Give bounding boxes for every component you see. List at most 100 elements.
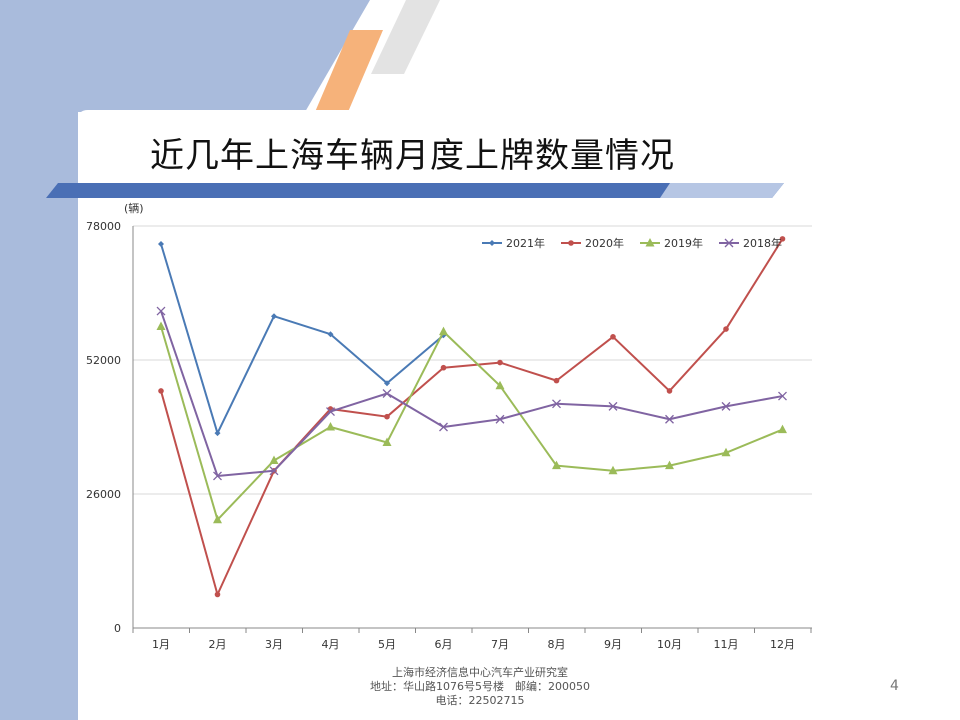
- marker-stroke: [665, 414, 674, 424]
- title-underline-highlight: [660, 183, 784, 198]
- data-point: [271, 313, 277, 320]
- y-tick-label: 78000: [86, 220, 121, 233]
- data-point: [608, 401, 618, 411]
- marker-stroke: [439, 422, 448, 432]
- data-point: [382, 437, 392, 446]
- data-point: [326, 422, 335, 431]
- footer-phone: 电话：22502715: [435, 694, 525, 707]
- data-point: [439, 422, 448, 432]
- x-tick-label: 4月: [322, 638, 340, 651]
- data-point: [327, 331, 334, 338]
- data-point: [608, 465, 618, 475]
- data-point: [778, 424, 787, 434]
- data-point: [666, 388, 673, 394]
- data-point: [384, 413, 390, 420]
- data-point: [779, 236, 786, 242]
- marker-stroke: [382, 389, 392, 398]
- legend-entry: 2018年: [719, 236, 782, 250]
- data-point: [439, 326, 448, 336]
- series-line-0: [160, 243, 445, 435]
- data-point: [495, 380, 505, 390]
- series-lines: [156, 236, 787, 598]
- x-tick-label: 10月: [657, 638, 682, 651]
- footer-address: 地址：华山路1076号5号楼 邮编：200050: [370, 680, 590, 693]
- data-point: [156, 321, 166, 330]
- legend-entry: 2021年: [482, 236, 545, 250]
- data-point: [213, 514, 222, 524]
- data-point: [721, 401, 731, 411]
- marker-stroke: [269, 466, 279, 476]
- data-point: [326, 407, 335, 416]
- data-point: [440, 364, 447, 371]
- marker-stroke: [495, 414, 505, 424]
- legend-marker: [645, 238, 655, 247]
- data-point: [553, 377, 560, 384]
- legend-entry: 2019年: [640, 236, 703, 250]
- y-axis-label: (辆): [124, 201, 144, 215]
- legend-label: 2021年: [506, 236, 545, 250]
- x-tick-label: 7月: [491, 638, 509, 651]
- data-point: [382, 389, 392, 398]
- legend-label: 2019年: [664, 236, 703, 250]
- left-blue-panel: [0, 0, 78, 720]
- x-tick-label: 8月: [548, 638, 566, 651]
- data-point: [552, 460, 561, 470]
- marker-stroke: [721, 401, 731, 411]
- footer: 上海市经济信息中心汽车产业研究室 地址：华山路1076号5号楼 邮编：20005…: [300, 666, 660, 708]
- light-stripe: [371, 0, 440, 74]
- series-line-1: [160, 238, 784, 596]
- data-point: [269, 455, 279, 464]
- series-line-3: [160, 310, 783, 477]
- series-line-2: [160, 326, 783, 521]
- marker-stroke: [326, 407, 335, 416]
- data-point: [384, 380, 390, 387]
- data-point: [158, 388, 164, 394]
- y-tick-label: 52000: [86, 354, 121, 367]
- marker-stroke: [552, 399, 561, 409]
- legend-marker: [724, 238, 734, 248]
- page-number: 4: [890, 678, 899, 694]
- data-point: [158, 241, 164, 248]
- legend-marker: [489, 240, 495, 246]
- data-point: [495, 414, 505, 424]
- footer-org: 上海市经济信息中心汽车产业研究室: [392, 666, 568, 679]
- x-tick-label: 3月: [265, 638, 283, 651]
- data-point: [721, 447, 731, 457]
- data-point: [269, 466, 279, 476]
- y-tick-label: 26000: [86, 488, 121, 501]
- x-tick-label: 1月: [152, 638, 170, 651]
- x-tick-label: 12月: [770, 638, 795, 651]
- data-point: [552, 399, 561, 409]
- marker-stroke: [156, 306, 166, 316]
- x-tick-label: 9月: [604, 638, 622, 651]
- axes: 0 26000 52000 78000(辆) 1月 2月 3月 4月 5月 6月 7月 8月 9月 10月…: [86, 201, 812, 651]
- marker-stroke: [213, 471, 222, 481]
- data-point: [778, 391, 787, 401]
- y-tick-label: 0: [114, 622, 121, 635]
- slide-title: 近几年上海车辆月度上牌数量情况: [150, 136, 675, 176]
- legend-entry: 2020年: [561, 236, 624, 250]
- data-point: [610, 334, 616, 340]
- title-underline-bar: [46, 183, 784, 198]
- data-point: [497, 359, 503, 366]
- data-point: [723, 326, 729, 332]
- orange-stripe: [315, 30, 383, 112]
- data-point: [213, 471, 222, 481]
- data-point: [214, 430, 221, 437]
- x-tick-label: 5月: [378, 638, 396, 651]
- data-point: [214, 591, 221, 598]
- data-point: [156, 306, 166, 316]
- top-blue-band: [0, 0, 370, 112]
- marker-stroke: [724, 238, 734, 248]
- data-point: [665, 414, 674, 424]
- marker-stroke: [608, 401, 618, 411]
- legend-label: 2020年: [585, 236, 624, 250]
- legend: 2021年 2020年 2019年 2018年: [482, 236, 782, 250]
- marker-stroke: [778, 391, 787, 401]
- x-tick-label: 6月: [435, 638, 453, 651]
- data-point: [665, 460, 674, 470]
- legend-label: 2018年: [743, 236, 782, 250]
- x-tick-label: 11月: [714, 638, 739, 651]
- legend-marker: [568, 240, 574, 246]
